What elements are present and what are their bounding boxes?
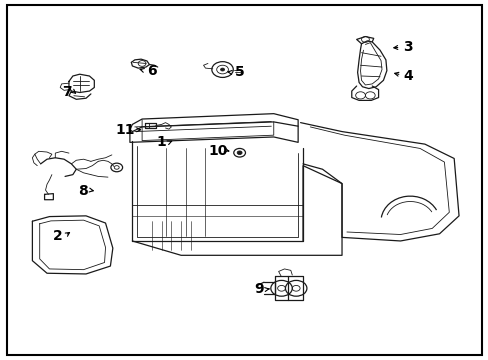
Text: 3: 3 <box>402 40 412 54</box>
Text: 4: 4 <box>402 69 412 83</box>
Text: 1: 1 <box>157 135 166 149</box>
Circle shape <box>220 68 224 71</box>
Text: 6: 6 <box>147 64 156 78</box>
Text: 5: 5 <box>234 66 244 80</box>
Text: 11: 11 <box>115 123 135 137</box>
Text: 2: 2 <box>53 229 63 243</box>
Text: 7: 7 <box>61 85 71 99</box>
Circle shape <box>237 151 242 154</box>
Text: 9: 9 <box>254 282 264 296</box>
Text: 10: 10 <box>207 144 227 158</box>
Text: 8: 8 <box>78 184 87 198</box>
